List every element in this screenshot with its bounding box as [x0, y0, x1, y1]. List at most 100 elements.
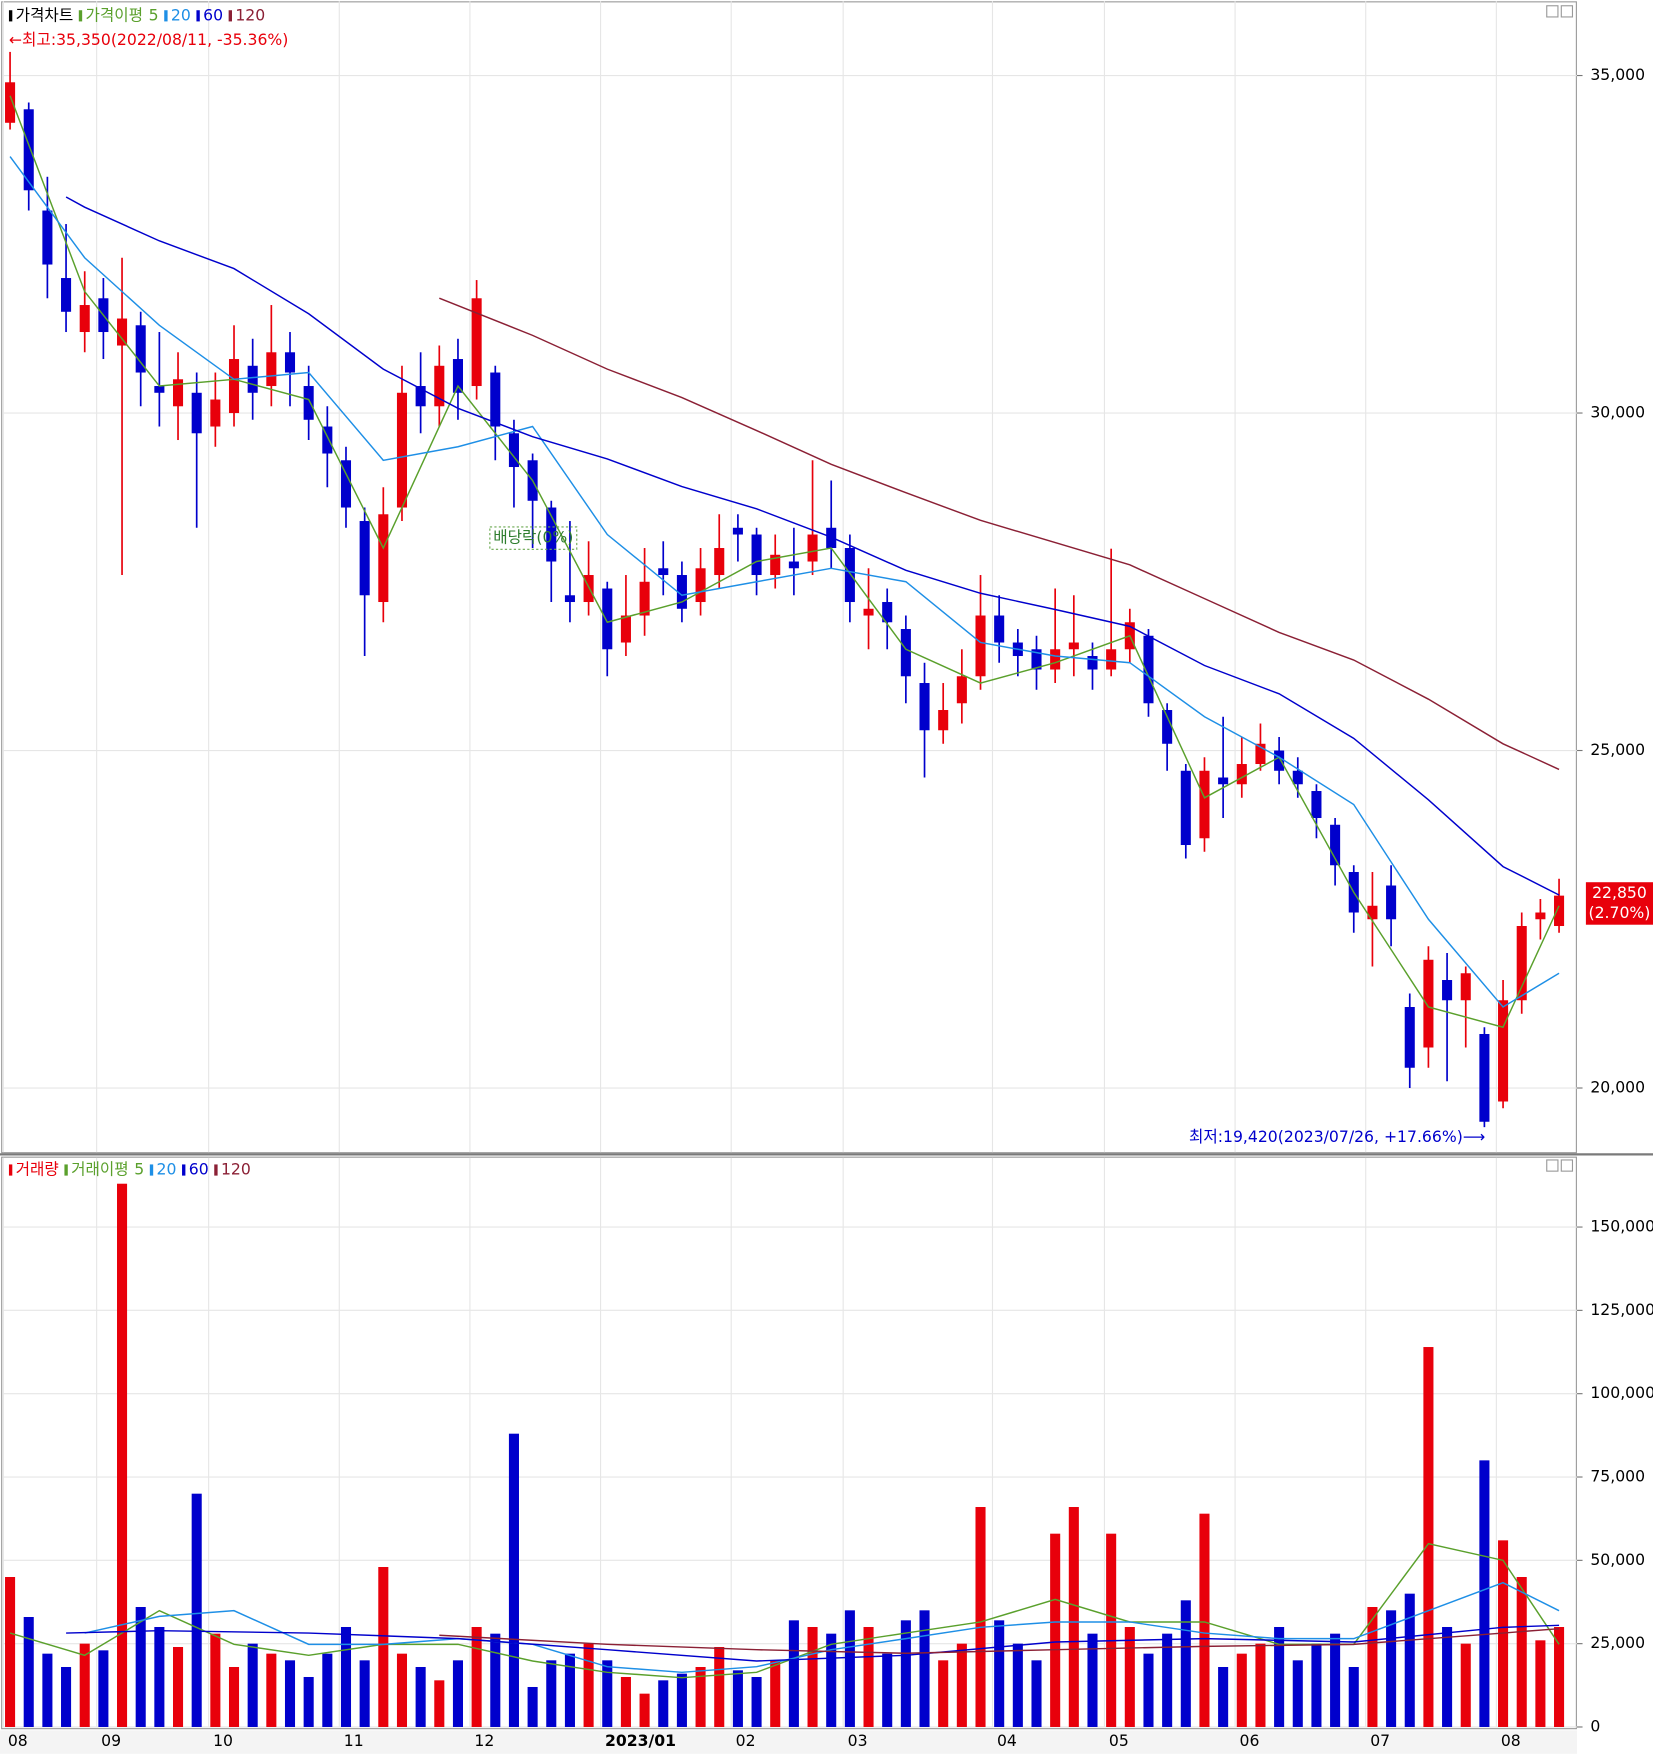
candle-body [1068, 642, 1079, 650]
candle-body [1479, 1034, 1490, 1122]
legend-label: 거래이평 [71, 1160, 129, 1179]
legend-marker [8, 10, 13, 22]
legend-label: 20 [157, 1160, 177, 1179]
moving-average-line [439, 297, 1560, 771]
volume-bar [1348, 1666, 1359, 1727]
candle-body [415, 386, 426, 407]
volume-bar [1423, 1347, 1434, 1727]
candle-body [602, 588, 613, 650]
legend-marker [214, 1164, 218, 1176]
volume-bar [5, 1577, 16, 1727]
volume-bar [714, 1646, 725, 1727]
candle-body [1106, 649, 1117, 670]
candle-body [956, 676, 967, 704]
volume-bar [284, 1660, 296, 1727]
candle-body [172, 379, 184, 407]
volume-bar [844, 1610, 855, 1727]
candle-body [61, 278, 72, 312]
candle-body [396, 392, 408, 508]
volume-bar [564, 1653, 575, 1727]
legend-marker [64, 1164, 68, 1176]
candle-body [340, 460, 352, 508]
legend-label: 20 [171, 5, 191, 24]
panel-button[interactable] [1546, 1159, 1559, 1172]
volume-bar [1274, 1626, 1285, 1727]
volume-bar [1199, 1513, 1210, 1727]
candle-body [228, 359, 240, 414]
candle-body [863, 608, 874, 616]
volume-bar [1535, 1640, 1546, 1727]
last-price-box [1585, 882, 1653, 925]
candle-body [1292, 770, 1303, 785]
legend-label: 5 [134, 1160, 144, 1179]
legend-label: 120 [221, 1160, 251, 1179]
volume-bar [1124, 1626, 1135, 1727]
volume-bar [359, 1660, 370, 1727]
volume-bar [322, 1653, 333, 1727]
volume-bar [210, 1633, 221, 1727]
candle-body [844, 548, 855, 603]
candle-body [1423, 959, 1434, 1048]
candle-body [1274, 750, 1285, 771]
volume-bar [658, 1680, 669, 1727]
legend-label: 60 [203, 5, 223, 24]
candle-body [1050, 649, 1061, 670]
candle-body [1460, 973, 1471, 1001]
volume-bar [508, 1433, 519, 1727]
volume-bar [1050, 1533, 1061, 1727]
candle-body [807, 534, 818, 562]
volume-bar [826, 1633, 837, 1727]
moving-average-line [66, 1624, 1560, 1662]
candle-body [919, 683, 930, 731]
candle-body [1535, 912, 1546, 920]
x-tick-label: 10 [213, 1731, 233, 1750]
volume-bar [266, 1653, 277, 1727]
volume-bar [1068, 1507, 1079, 1727]
volume-bar [527, 1686, 538, 1727]
volume-bar [1162, 1633, 1173, 1727]
panel-button[interactable] [1560, 1159, 1574, 1172]
volume-bar [620, 1676, 631, 1727]
candle-body [1255, 743, 1266, 765]
candle-body [1386, 885, 1397, 920]
panel-button[interactable] [1560, 5, 1574, 18]
candle-body [490, 372, 501, 427]
moving-average-line [65, 196, 1560, 896]
panel-button[interactable] [1546, 5, 1559, 18]
candle-body [751, 534, 762, 576]
legend-label: 60 [189, 1160, 209, 1179]
candle-body [658, 568, 669, 576]
x-tick-label: 02 [736, 1731, 756, 1750]
volume-bar [135, 1607, 146, 1727]
x-tick-label: 04 [997, 1731, 1017, 1750]
x-tick-label: 09 [101, 1731, 121, 1750]
volume-bar [1516, 1577, 1527, 1727]
legend-label: 가격차트 [16, 5, 74, 24]
volume-bar [676, 1673, 687, 1727]
volume-bar [1554, 1626, 1565, 1727]
x-tick-label: 07 [1370, 1731, 1390, 1750]
legend-marker [182, 1164, 186, 1176]
candle-body [975, 615, 986, 677]
candle-body [676, 575, 687, 609]
x-tick-label: 05 [1109, 1731, 1129, 1750]
y-tick-label: 30,000 [1590, 403, 1645, 422]
x-tick-label: 11 [344, 1731, 364, 1750]
volume-bar [1236, 1653, 1247, 1727]
candle-body [42, 210, 53, 265]
volume-bar [900, 1620, 911, 1727]
legend-marker [164, 10, 168, 22]
volume-bar [956, 1643, 967, 1727]
candle-body [23, 109, 34, 191]
volume-bar [1442, 1626, 1453, 1727]
volume-bar [1180, 1600, 1191, 1727]
volume-bar [695, 1666, 706, 1727]
candle-body [79, 305, 90, 333]
legend-marker [228, 10, 232, 22]
low-annotation: 최저:19,420(2023/07/26, +17.66%)⟶ [1189, 1127, 1485, 1146]
volume-bar [863, 1626, 874, 1727]
candle-body [1311, 791, 1322, 819]
candle-body [1031, 649, 1042, 670]
volume-bar [79, 1643, 90, 1727]
